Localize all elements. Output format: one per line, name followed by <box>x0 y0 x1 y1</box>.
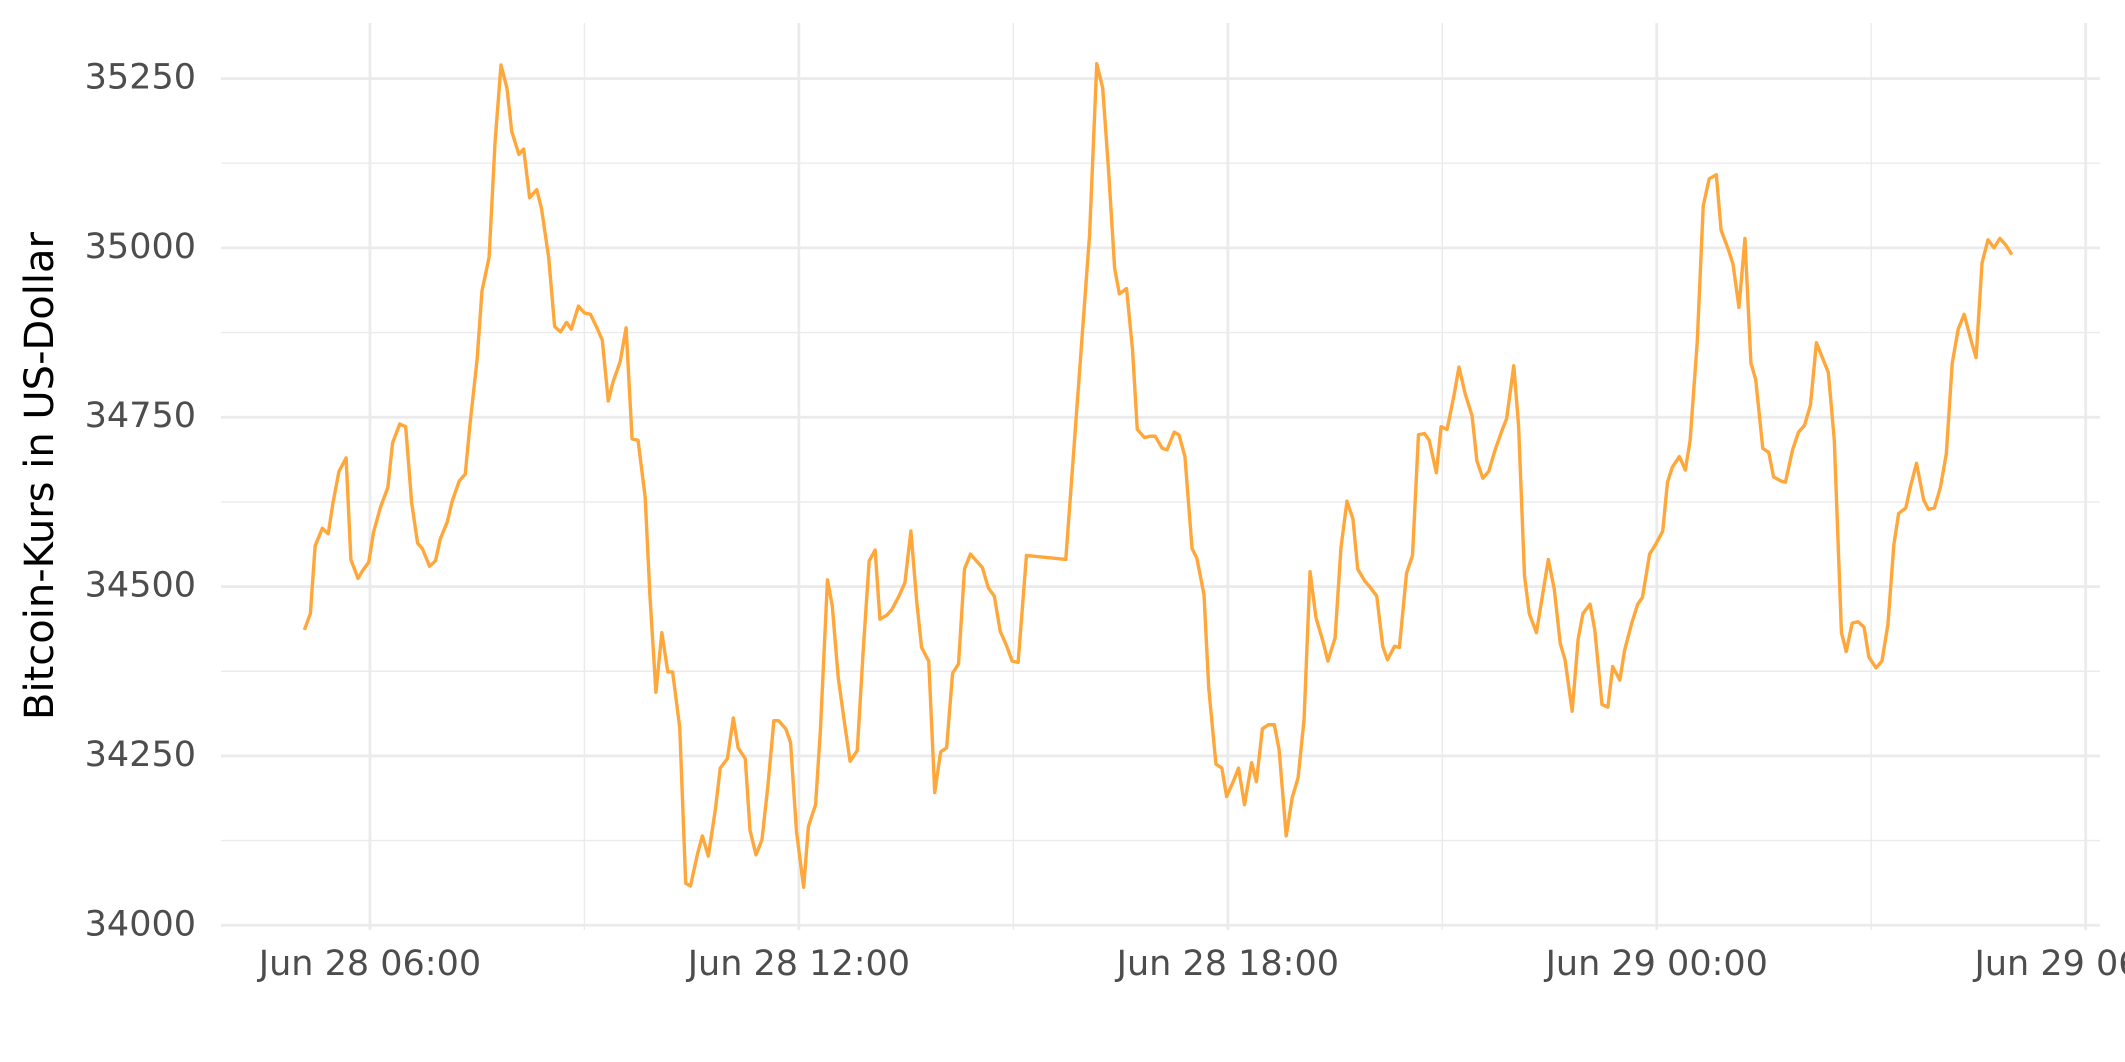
y-tick-label: 34000 <box>85 904 196 944</box>
grid <box>221 23 2100 930</box>
y-tick-label: 34500 <box>85 566 196 606</box>
x-tick-label: Jun 29 06:00 <box>1973 944 2125 984</box>
y-tick-label: 34250 <box>85 735 196 775</box>
plot-area <box>302 61 2014 890</box>
y-axis-title: Bitcoin-Kurs in US-Dollar <box>17 231 63 719</box>
x-tick-label: Jun 28 06:00 <box>257 944 481 984</box>
y-tick-label: 34750 <box>85 396 196 436</box>
y-tick-label: 35000 <box>85 227 196 267</box>
x-tick-label: Jun 28 18:00 <box>1115 944 1339 984</box>
x-tick-label: Jun 29 00:00 <box>1544 944 1768 984</box>
y-tick-label: 35250 <box>85 58 196 98</box>
x-tick-label: Jun 28 12:00 <box>686 944 910 984</box>
price-line <box>302 61 2014 890</box>
